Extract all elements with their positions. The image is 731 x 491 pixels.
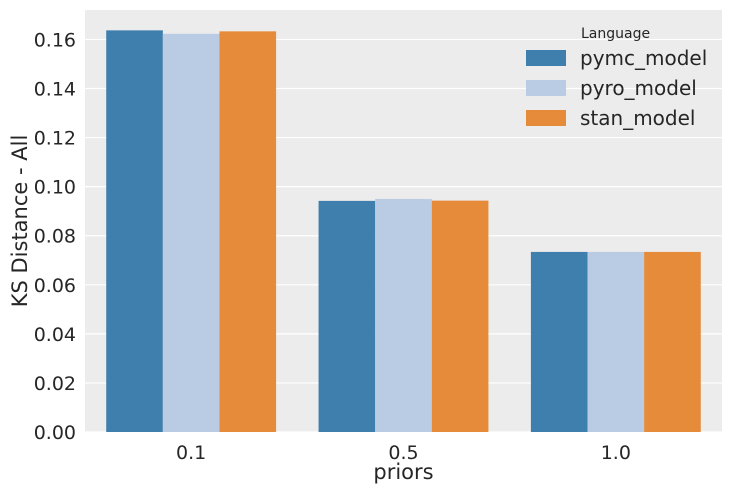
y-tick-label: 0.06 <box>34 275 76 297</box>
y-tick-label: 0.04 <box>34 324 76 346</box>
y-tick-label: 0.08 <box>34 226 76 248</box>
bar-pymc_model-1.0 <box>530 251 588 432</box>
legend-label: pyro_model <box>580 76 697 100</box>
bar-stan_model-0.1 <box>219 31 277 433</box>
x-tick-labels: 0.1 0.5 1.0 <box>176 442 631 464</box>
y-tick-label: 0.10 <box>34 177 76 199</box>
bar-pyro_model-0.5 <box>375 198 432 432</box>
bar-pymc_model-0.5 <box>318 200 376 432</box>
bar-stan_model-0.5 <box>431 200 489 432</box>
bars <box>106 30 701 433</box>
y-tick-label: 0.02 <box>34 373 76 395</box>
bar-pyro_model-1.0 <box>587 251 645 432</box>
legend: Language pymc_model pyro_model stan_model <box>526 26 707 130</box>
x-axis-label: priors <box>373 460 433 484</box>
x-tick-label: 0.5 <box>388 442 418 464</box>
bar-stan_model-1.0 <box>644 251 701 432</box>
legend-label: stan_model <box>580 106 695 130</box>
x-tick-label: 1.0 <box>601 442 631 464</box>
y-tick-labels: 0.00 0.02 0.04 0.06 0.08 0.10 0.12 0.14 0.16 <box>34 29 76 444</box>
y-axis-label: KS Distance - All <box>8 135 32 308</box>
y-tick-label: 0.12 <box>34 128 76 150</box>
y-tick-label: 0.16 <box>34 29 76 51</box>
y-tick-label: 0.14 <box>34 79 76 101</box>
legend-swatch-pymc_model <box>526 50 566 66</box>
bar-pymc_model-0.1 <box>106 30 163 432</box>
x-tick-label: 0.1 <box>176 442 206 464</box>
legend-swatch-stan_model <box>526 110 566 126</box>
legend-label: pymc_model <box>580 46 707 70</box>
bar-pyro_model-0.1 <box>162 33 220 433</box>
legend-swatch-pyro_model <box>526 80 566 96</box>
legend-title: Language <box>581 26 650 42</box>
y-tick-label: 0.00 <box>34 422 76 444</box>
